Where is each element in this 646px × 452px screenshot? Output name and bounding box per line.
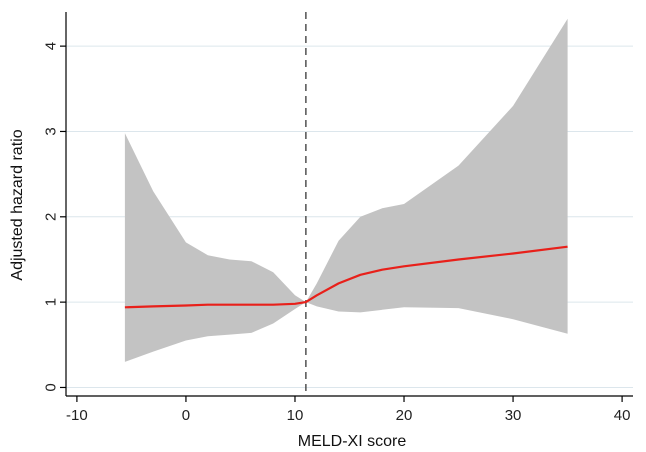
y-tick-label-4: 4 <box>43 42 60 50</box>
x-tick-label-0: -10 <box>66 407 88 424</box>
x-tick-label-4: 30 <box>505 407 522 424</box>
axes <box>65 12 633 397</box>
confidence-band <box>124 18 568 362</box>
y-axis-title: Adjusted hazard ratio <box>9 129 26 280</box>
x-tick-label-2: 10 <box>287 407 304 424</box>
hazard-ratio-line <box>124 245 568 309</box>
x-tick-label-1: 0 <box>182 407 190 424</box>
x-tick-label-3: 20 <box>396 407 413 424</box>
confidence-band-layer <box>124 18 568 362</box>
x-axis-title: MELD-XI score <box>298 433 407 450</box>
y-tick-label-3: 3 <box>43 127 60 135</box>
x-tick-label-5: 40 <box>614 407 631 424</box>
tick-labels: -10 0 10 20 30 40 0 1 2 3 4 <box>43 42 631 424</box>
y-tick-label-2: 2 <box>43 213 60 221</box>
tick-marks <box>60 45 623 402</box>
hazard-line-layer <box>124 245 568 309</box>
y-tick-label-1: 1 <box>43 298 60 306</box>
y-tick-label-0: 0 <box>43 383 60 391</box>
